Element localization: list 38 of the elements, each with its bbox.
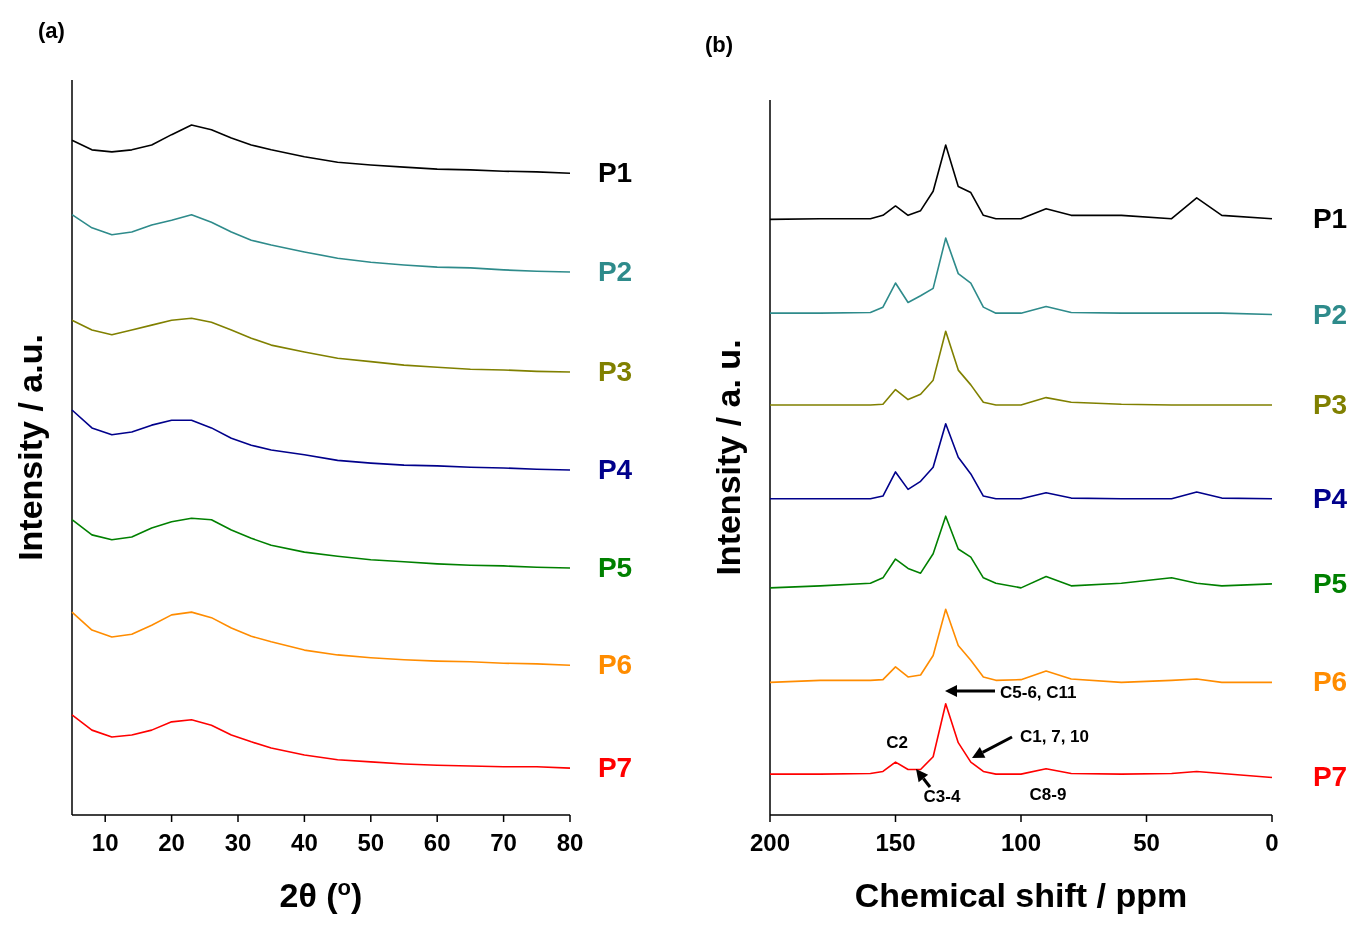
annotation: C2: [886, 733, 908, 752]
y-axis-title: Intensity / a. u.: [709, 339, 747, 576]
x-tick-label: 50: [1133, 829, 1160, 856]
x-tick-label: 40: [291, 829, 318, 856]
series-label: P6: [597, 649, 633, 681]
series-label: P5: [1312, 567, 1348, 599]
series-label: P3: [597, 356, 633, 388]
annotation: C8-9: [1029, 785, 1067, 804]
series-label: P4: [1312, 482, 1348, 514]
x-axis-title: 2θ ($^{o}$): [279, 874, 363, 914]
x-tick-label: 30: [224, 829, 252, 856]
chart-title: (b): [705, 32, 734, 57]
series-label: P5: [597, 551, 633, 583]
x-tick-label: 10: [91, 829, 119, 856]
series-label: P2: [597, 255, 633, 287]
x-tick-label: 50: [357, 829, 385, 856]
series-label: P2: [1312, 298, 1348, 330]
chart-title: (a): [38, 18, 65, 43]
x-tick-label: 100: [1000, 829, 1042, 856]
annotation: C5-6, C11: [1000, 683, 1077, 702]
y-axis-title: Intensity / a.u.: [11, 334, 49, 561]
annotation: C1, 7, 10: [1020, 727, 1089, 746]
series-label: P1: [597, 157, 633, 189]
annotation: C3-4: [923, 787, 961, 806]
x-tick-label: 70: [490, 829, 517, 856]
series-label: P4: [597, 454, 633, 485]
x-tick-label: 150: [875, 829, 916, 856]
x-tick-label: 60: [423, 829, 451, 856]
series-label: P3: [1312, 388, 1348, 420]
series-label: P7: [597, 752, 633, 784]
x-tick-label: 200: [749, 829, 791, 856]
x-tick-label: 80: [556, 829, 584, 856]
x-tick-label: 20: [158, 829, 185, 856]
series-label: P6: [1312, 666, 1348, 698]
x-tick-label: 0: [1265, 829, 1279, 856]
x-axis-title: Chemical shift / ppm: [854, 876, 1188, 914]
series-label: P1: [1312, 202, 1348, 234]
series-label: P7: [1312, 761, 1348, 793]
